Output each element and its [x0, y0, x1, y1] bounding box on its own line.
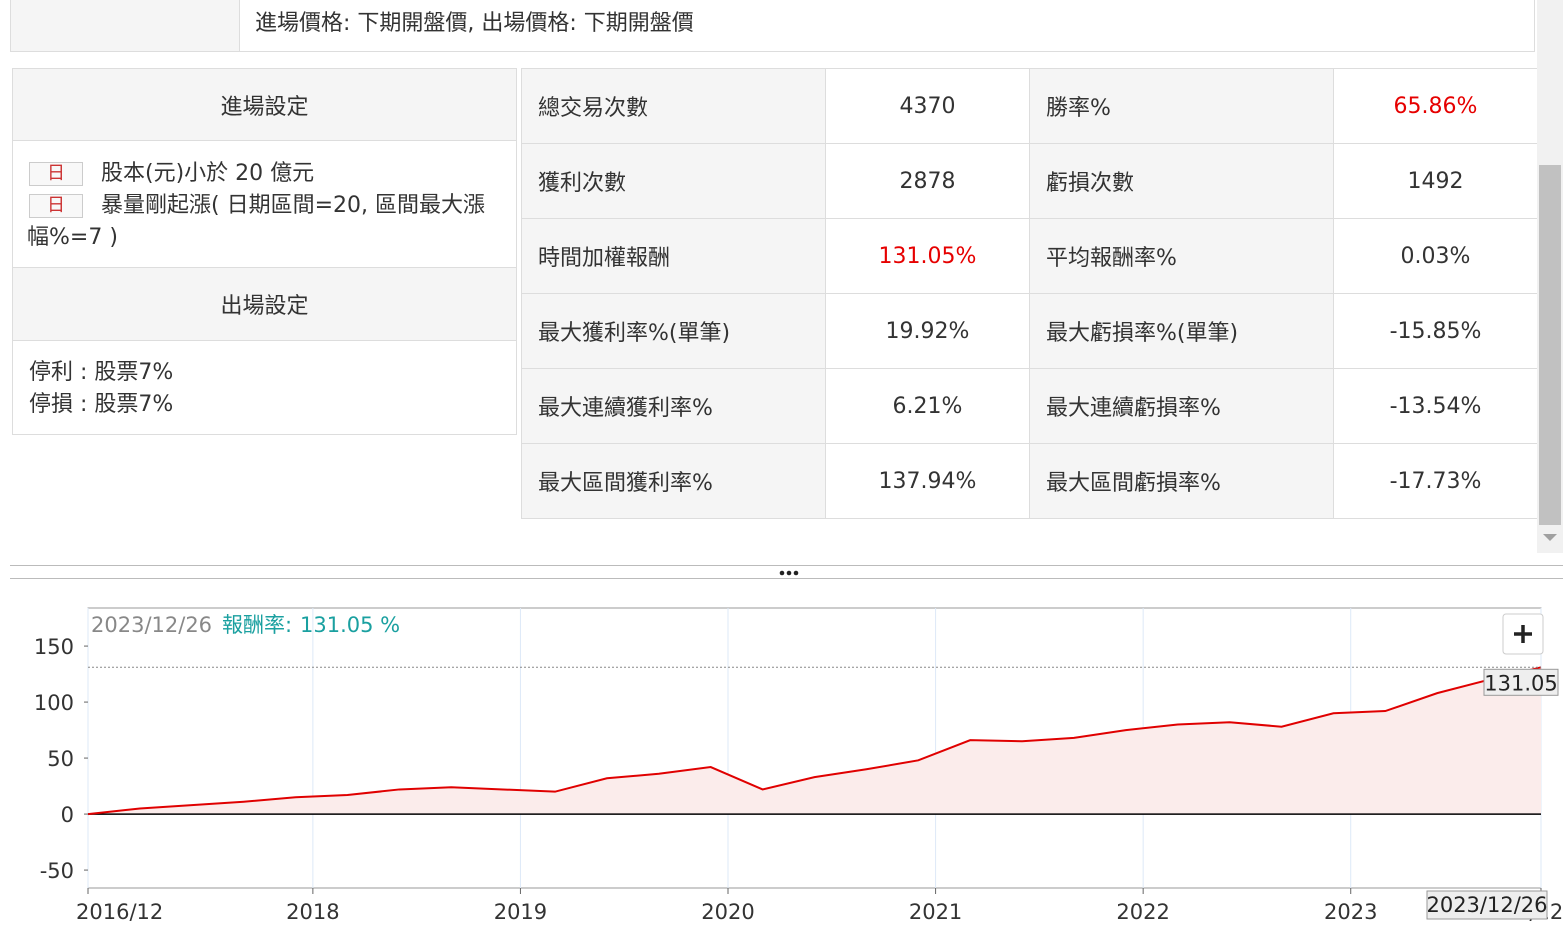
- stats-row: 最大獲利率%(單筆) 19.92% 最大虧損率%(單筆) -15.85%: [521, 293, 1538, 369]
- condition-tag: 日: [29, 194, 83, 218]
- stat-label: 最大獲利率%(單筆): [521, 293, 826, 369]
- chart: 2016/122018201920202021202220232023/1215…: [34, 607, 1563, 924]
- zoom-button[interactable]: [1502, 613, 1544, 655]
- scroll-down[interactable]: [1543, 534, 1557, 541]
- line: [87, 666, 1542, 816]
- stat-value: 2878: [825, 143, 1030, 219]
- x-tick-label: 2021: [909, 900, 962, 924]
- price-setting-row: 進場價格: 下期開盤價, 出場價格: 下期開盤價: [10, 0, 1535, 52]
- zoom-button-icon: [1514, 625, 1532, 643]
- stat-label: 最大連續獲利率%: [521, 368, 826, 444]
- splitter[interactable]: [10, 565, 1563, 579]
- stat-value: 6.21%: [825, 368, 1030, 444]
- scrollbar[interactable]: [1537, 0, 1563, 553]
- stat-label: 總交易次數: [521, 68, 826, 144]
- stats-row: 最大連續獲利率% 6.21% 最大連續虧損率% -13.54%: [521, 368, 1538, 444]
- x-tick-label: 2020: [701, 900, 754, 924]
- entry-title: 進場設定: [13, 69, 516, 141]
- stat-value: -15.85%: [1333, 293, 1538, 369]
- splitter-grip: [779, 570, 799, 576]
- entry-conditions: 日股本(元)小於 20 億元 日暴量剛起漲( 日期區間=20, 區間最大漲幅%=…: [13, 141, 516, 267]
- stat-label: 最大區間虧損率%: [1029, 443, 1334, 519]
- stat-label: 平均報酬率%: [1029, 218, 1334, 294]
- return-label: 報酬率:: [222, 613, 292, 637]
- stat-label: 最大連續虧損率%: [1029, 368, 1334, 444]
- scrollbar-thumb[interactable]: [1539, 165, 1561, 525]
- price-setting: 進場價格: 下期開盤價, 出場價格: 下期開盤價: [255, 11, 694, 36]
- exit-rules: 停利 : 股票7% 停損 : 股票7%: [13, 341, 516, 434]
- x-tick-label: 2023: [1324, 900, 1377, 924]
- x-tick-label: 2019: [494, 900, 547, 924]
- settings-panel: 進場設定 日股本(元)小於 20 億元 日暴量剛起漲( 日期區間=20, 區間最…: [12, 68, 517, 435]
- stat-value: 19.92%: [825, 293, 1030, 369]
- stat-label: 最大虧損率%(單筆): [1029, 293, 1334, 369]
- x-tick-label: 2018: [286, 900, 339, 924]
- stat-label: 時間加權報酬: [521, 218, 826, 294]
- condition: 日暴量剛起漲( 日期區間=20, 區間最大漲幅%=7 ): [27, 190, 500, 254]
- stats-table: 總交易次數 4370 勝率% 65.86% 獲利次數 2878 虧損次數 1492 時間加權報酬…: [521, 68, 1538, 519]
- date-tooltip: 2023/12/26: [1426, 893, 1547, 917]
- y-tick-label: 150: [34, 635, 74, 659]
- last-value-label: 131.05: [1484, 671, 1557, 695]
- y-tick-label: 50: [47, 747, 74, 771]
- stat-label: 獲利次數: [521, 143, 826, 219]
- stat-value: 137.94%: [825, 443, 1030, 519]
- stat-value: -13.54%: [1333, 368, 1538, 444]
- stat-label: 虧損次數: [1029, 143, 1334, 219]
- stat-value: 1492: [1333, 143, 1538, 219]
- stats-row: 時間加權報酬 131.05% 平均報酬率% 0.03%: [521, 218, 1538, 294]
- stat-label: 勝率%: [1029, 68, 1334, 144]
- last-value-box: [1483, 668, 1559, 696]
- condition-tag: 日: [29, 162, 83, 186]
- stat-value: 4370: [825, 68, 1030, 144]
- area: [88, 667, 1541, 815]
- date-label: 2023/12/26: [91, 613, 212, 637]
- row-label: [11, 0, 240, 51]
- date-tooltip-box: [1426, 890, 1548, 920]
- stats-row: 總交易次數 4370 勝率% 65.86%: [521, 68, 1538, 144]
- condition-text: 暴量剛起漲( 日期區間=20, 區間最大漲幅%=7 ): [27, 193, 485, 250]
- x-tick-label: 2022: [1116, 900, 1169, 924]
- stats-row: 獲利次數 2878 虧損次數 1492: [521, 143, 1538, 219]
- exit-rule: 停利 : 股票7%: [29, 360, 174, 385]
- stat-value: -17.73%: [1333, 443, 1538, 519]
- return-value: 131.05 %: [300, 613, 400, 637]
- stat-value: 131.05%: [825, 218, 1030, 294]
- y-tick-label: 100: [34, 691, 74, 715]
- stat-value: 65.86%: [1333, 68, 1538, 144]
- exit-rule: 停損 : 股票7%: [29, 392, 174, 417]
- y-tick-label: 0: [61, 803, 74, 827]
- x-tick-label: 2016/12: [76, 900, 163, 924]
- condition: 日股本(元)小於 20 億元: [29, 158, 500, 190]
- exit-title: 出場設定: [13, 267, 516, 341]
- y-tick-label: -50: [40, 859, 74, 883]
- stat-value: 0.03%: [1333, 218, 1538, 294]
- condition-text: 股本(元)小於 20 億元: [101, 161, 315, 186]
- stat-label: 最大區間獲利率%: [521, 443, 826, 519]
- stats-row: 最大區間獲利率% 137.94% 最大區間虧損率% -17.73%: [521, 443, 1538, 519]
